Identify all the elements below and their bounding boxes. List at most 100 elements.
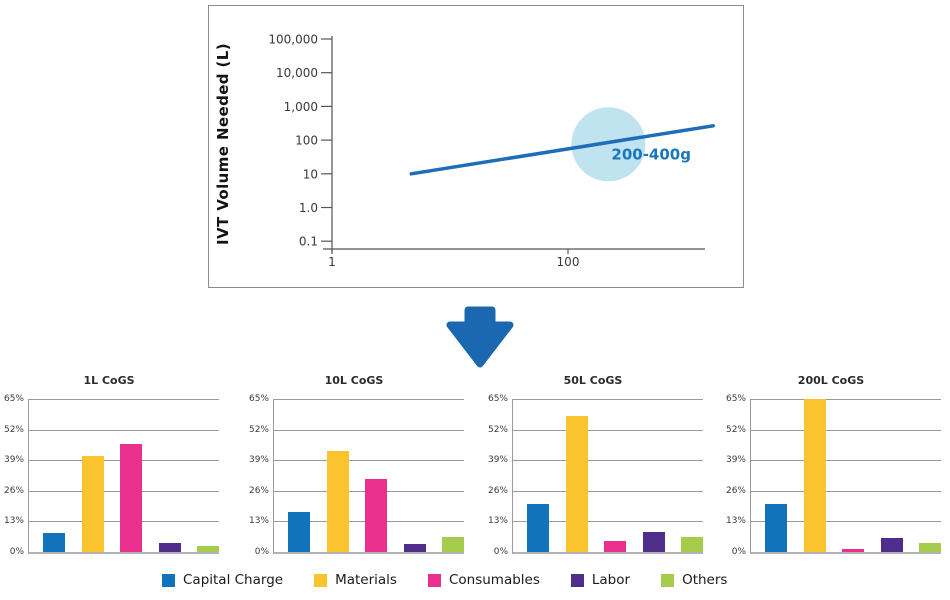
legend-swatch-icon	[661, 573, 675, 587]
bar-y-tick-label: 13%	[3, 516, 24, 527]
y-tick-label: 0.1	[299, 235, 318, 249]
bar-consumables	[120, 443, 142, 552]
y-axis-title: IVT Volume Needed (L)	[214, 42, 232, 246]
bar-labor	[880, 537, 903, 552]
bar-y-tick-label: 52%	[248, 424, 269, 435]
cogs-chart-title: 200L CoGS	[797, 374, 865, 387]
cogs-chart-body: 65% 52% 39% 26% 13% 0%	[722, 394, 941, 557]
cogs-chart-title: 50L CoGS	[563, 374, 623, 387]
cogs-chart-body: 65% 52% 39% 26% 13% 0%	[0, 394, 219, 557]
legend-item-materials: Materials	[314, 572, 397, 588]
chart-legend: Capital Charge Materials Consumables Labor O…	[162, 572, 727, 588]
bar-y-tick-label: 52%	[3, 424, 24, 435]
down-arrow-icon	[446, 306, 514, 368]
bar-others	[681, 536, 703, 552]
y-tick-label: 10,000	[276, 66, 318, 80]
bar-y-tick-label: 26%	[725, 485, 746, 496]
legend-label: Materials	[335, 572, 397, 588]
bubble-annotation	[571, 107, 646, 182]
bar-y-tick-label: 39%	[3, 455, 24, 466]
bar-others	[919, 542, 941, 552]
bar-y-tick-label: 0%	[493, 547, 508, 557]
bar-y-tick-label: 13%	[487, 516, 508, 527]
bar-y-tick-label: 26%	[3, 485, 24, 496]
gridline	[751, 429, 941, 431]
gridline	[29, 399, 219, 400]
gridline	[513, 429, 703, 431]
cogs-plot-area	[28, 399, 219, 554]
bar-y-tick-label: 39%	[487, 455, 508, 466]
ivt-volume-line-chart: 100,000 10,000 1,000 100 10 1.0 0.1 1 100 200-400…	[268, 33, 715, 269]
bar-materials	[803, 399, 826, 552]
legend-item-others: Others	[661, 572, 727, 588]
legend-item-labor: Labor	[570, 572, 631, 588]
bar-materials	[565, 415, 588, 552]
bar-y-tick-label: 65%	[725, 394, 746, 404]
bar-y-tick-label: 39%	[725, 455, 746, 466]
bar-y-tick-label: 0%	[254, 547, 269, 557]
cogs-chart-cogs-50l: 50L CoGS 65% 52% 39% 26% 13% 0%	[484, 374, 703, 557]
legend-swatch-icon	[570, 573, 584, 587]
bar-y-tick-label: 65%	[487, 394, 508, 404]
bar-labor	[403, 543, 426, 552]
legend-label: Labor	[591, 572, 631, 588]
bar-consumables	[604, 541, 626, 552]
cogs-plot-area	[273, 399, 464, 554]
cogs-chart-cogs-200l: 200L CoGS 65% 52% 39% 26% 13% 0%	[722, 374, 941, 557]
cogs-plot-area	[750, 399, 941, 554]
y-tick-label: 100	[295, 134, 318, 148]
legend-swatch-icon	[314, 573, 328, 587]
gridline	[274, 460, 464, 462]
gridline	[751, 399, 941, 400]
bubble-annotation-label: 200-400g	[611, 145, 691, 163]
trend-line	[409, 124, 715, 176]
bar-capital-charge	[765, 503, 787, 552]
gridline	[29, 429, 219, 431]
bar-capital-charge	[43, 533, 65, 552]
bar-consumables	[842, 548, 864, 552]
bar-capital-charge	[527, 503, 549, 552]
legend-item-capital-charge: Capital Charge	[162, 572, 283, 588]
bar-capital-charge	[288, 512, 310, 552]
bar-y-tick-label: 13%	[248, 516, 269, 527]
cogs-plot-area	[512, 399, 703, 554]
gridline	[513, 490, 703, 492]
bar-y-tick-label: 13%	[725, 516, 746, 527]
legend-label: Others	[682, 572, 728, 588]
bar-y-tick-label: 52%	[725, 424, 746, 435]
legend-swatch-icon	[162, 573, 175, 587]
gridline	[751, 521, 941, 523]
ivt-volume-chart-panel: 100,000 10,000 1,000 100 10 1.0 0.1 1 100 200-400…	[208, 5, 744, 288]
cogs-chart-cogs-10l: 10L CoGS 65% 52% 39% 26% 13% 0%	[245, 374, 464, 557]
cogs-bar-charts-row: 1L CoGS 65% 52% 39% 26% 13% 0% 10L CoGS 65% 52% 39…	[0, 374, 950, 557]
legend-label: Consumables	[448, 572, 540, 588]
gridline	[274, 429, 464, 431]
bar-y-tick-label: 26%	[248, 485, 269, 496]
gridline	[274, 399, 464, 400]
cogs-chart-body: 65% 52% 39% 26% 13% 0%	[484, 394, 703, 557]
cogs-chart-cogs-1l: 1L CoGS 65% 52% 39% 26% 13% 0%	[0, 374, 219, 557]
y-tick-label: 1,000	[284, 100, 318, 114]
bar-labor	[642, 532, 665, 552]
legend-swatch-icon	[427, 573, 441, 587]
legend-item-consumables: Consumables	[427, 572, 540, 588]
bar-materials	[81, 455, 104, 552]
cogs-chart-body: 65% 52% 39% 26% 13% 0%	[245, 394, 464, 557]
bar-y-tick-label: 65%	[248, 394, 269, 404]
bar-materials	[326, 450, 349, 552]
gridline	[513, 521, 703, 523]
bar-y-tick-label: 65%	[3, 394, 24, 404]
bar-consumables	[365, 479, 387, 552]
gridline	[751, 460, 941, 462]
cogs-chart-title: 10L CoGS	[324, 374, 384, 387]
gridline	[513, 399, 703, 400]
cogs-chart-title: 1L CoGS	[83, 374, 135, 387]
x-tick-label: 1	[328, 255, 336, 269]
legend-label: Capital Charge	[183, 572, 284, 588]
bar-y-tick-label: 52%	[487, 424, 508, 435]
y-tick-label: 10	[303, 167, 318, 181]
y-tick-label: 1.0	[299, 201, 318, 215]
bar-y-tick-label: 0%	[9, 547, 24, 557]
down-arrow-shape	[446, 306, 514, 368]
